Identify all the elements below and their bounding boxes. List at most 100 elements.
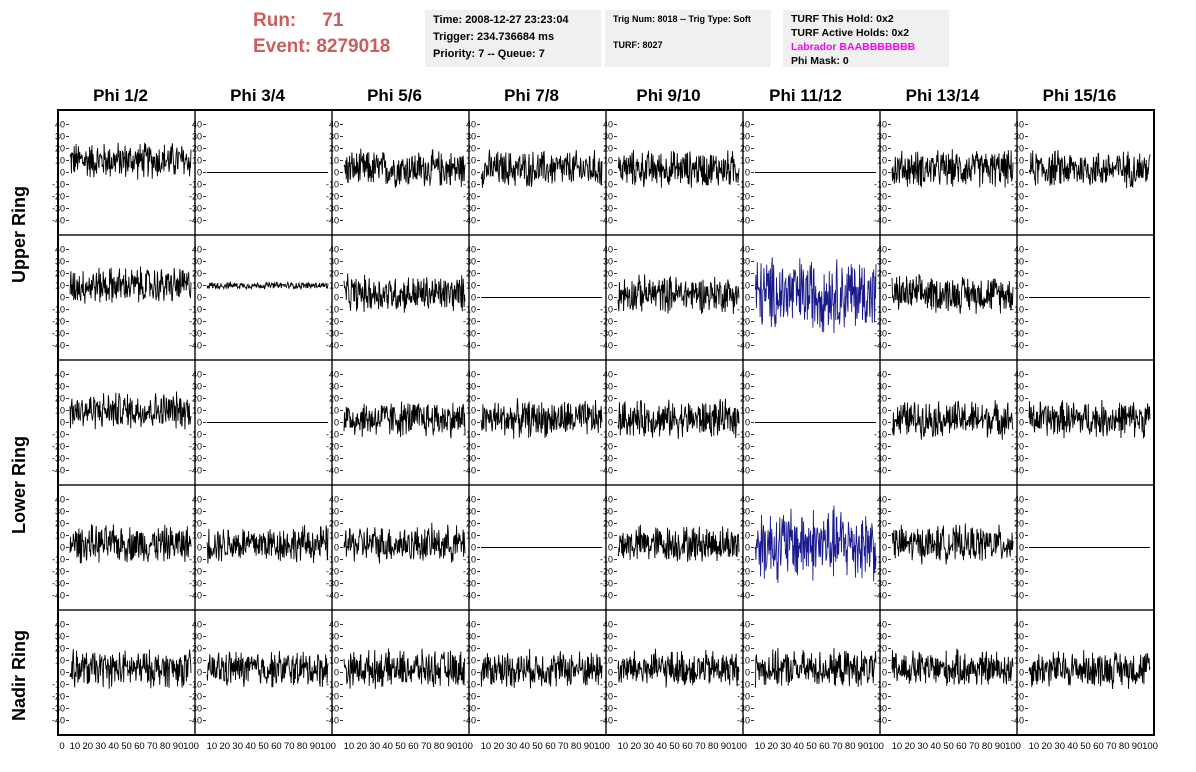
y-tick-label: -10 bbox=[189, 180, 202, 190]
waveform-trace bbox=[343, 648, 466, 689]
waveform-panel-r0-c6: 40 30 20 10 0 -10 -20 -30 -40 bbox=[874, 109, 1018, 236]
y-tick-label: 30 bbox=[55, 506, 65, 516]
y-tick-label: -20 bbox=[737, 692, 750, 702]
y-tick-label: -30 bbox=[874, 204, 887, 214]
y-tick-label: 0 bbox=[197, 168, 202, 178]
y-tick-label: -20 bbox=[463, 442, 476, 452]
y-tick-label: -30 bbox=[1011, 579, 1024, 589]
y-tick-label: 10 bbox=[55, 155, 65, 165]
y-tick-label: 20 bbox=[329, 393, 339, 403]
y-tick-label: 10 bbox=[1014, 155, 1024, 165]
y-tick-label: 0 bbox=[608, 543, 613, 553]
waveform-panel-r4-c1: 40 30 20 10 0 -10 -20 -30 -40 bbox=[189, 609, 333, 736]
y-tick-label: 0 bbox=[334, 668, 339, 678]
y-tick-label: 30 bbox=[740, 506, 750, 516]
y-tick-label: 30 bbox=[55, 256, 65, 266]
y-tick-label: 0 bbox=[197, 418, 202, 428]
y-tick-label: -30 bbox=[189, 329, 202, 339]
y-tick-label: -30 bbox=[600, 704, 613, 714]
y-tick-label: -40 bbox=[1011, 216, 1024, 226]
y-tick-label: -10 bbox=[52, 180, 65, 190]
y-tick-label: 20 bbox=[55, 268, 65, 278]
x-tick-label: 20 bbox=[220, 741, 231, 752]
y-tick-label: 40 bbox=[55, 619, 65, 629]
y-tick-label: -30 bbox=[737, 579, 750, 589]
x-tick-label: 10 bbox=[755, 741, 766, 752]
y-tick-label: 30 bbox=[877, 131, 887, 141]
x-tick-label: 50 bbox=[532, 741, 543, 752]
waveform-trace bbox=[891, 400, 1014, 440]
x-tick-label: 20 bbox=[631, 741, 642, 752]
y-tick-label: 10 bbox=[192, 280, 202, 290]
y-tick-label: -30 bbox=[52, 704, 65, 714]
x-tick-label: 100 bbox=[183, 741, 199, 752]
column-header-phi-1-2: Phi 1/2 bbox=[93, 86, 148, 105]
y-tick-label: 10 bbox=[466, 530, 476, 540]
y-tick-label: 40 bbox=[466, 244, 476, 254]
waveform-panel-r3-c7: 40 30 20 10 0 -10 -20 -30 -40 bbox=[1011, 484, 1155, 611]
y-tick-label: -30 bbox=[326, 454, 339, 464]
y-tick-label: 0 bbox=[60, 418, 65, 428]
y-tick-label: 20 bbox=[192, 518, 202, 528]
y-tick-label: -10 bbox=[737, 180, 750, 190]
y-tick-label: -20 bbox=[52, 317, 65, 327]
run-value: 71 bbox=[322, 10, 344, 31]
x-tick-label: 100 bbox=[731, 741, 747, 752]
time-info-box: Time: 2008-12-27 23:23:04 Trigger: 234.7… bbox=[425, 10, 601, 67]
x-tick-label: 50 bbox=[669, 741, 680, 752]
y-tick-label: 0 bbox=[745, 668, 750, 678]
y-tick-label: -10 bbox=[737, 680, 750, 690]
waveform-panel-r0-c0: 40 30 20 10 0 -10 -20 -30 -40 bbox=[52, 109, 196, 236]
y-tick-label: -20 bbox=[1011, 442, 1024, 452]
y-tick-label: -20 bbox=[600, 692, 613, 702]
y-tick-label: 20 bbox=[877, 268, 887, 278]
y-tick-label: 0 bbox=[60, 543, 65, 553]
x-tick-label: 40 bbox=[793, 741, 804, 752]
y-tick-label: -30 bbox=[737, 329, 750, 339]
y-tick-label: -10 bbox=[1011, 680, 1024, 690]
y-tick-label: -10 bbox=[463, 555, 476, 565]
y-tick-label: -40 bbox=[326, 466, 339, 476]
y-tick-label: -20 bbox=[463, 567, 476, 577]
y-tick-label: 20 bbox=[466, 393, 476, 403]
y-tick-label: 0 bbox=[471, 168, 476, 178]
y-tick-label: 40 bbox=[603, 619, 613, 629]
y-tick-label: 10 bbox=[192, 530, 202, 540]
y-tick-label: 40 bbox=[740, 244, 750, 254]
y-tick-label: -20 bbox=[52, 692, 65, 702]
y-tick-label: 40 bbox=[55, 494, 65, 504]
y-tick-label: 10 bbox=[55, 280, 65, 290]
y-tick-label: 0 bbox=[882, 668, 887, 678]
y-tick-label: -20 bbox=[52, 567, 65, 577]
y-tick-label: 30 bbox=[1014, 631, 1024, 641]
trig-num-text: Trig Num: 8018 -- Trig Type: Soft bbox=[613, 14, 751, 24]
y-tick-label: 30 bbox=[740, 131, 750, 141]
y-tick-label: -10 bbox=[463, 430, 476, 440]
x-tick-label: 60 bbox=[134, 741, 145, 752]
x-tick-label: 30 bbox=[95, 741, 106, 752]
x-tick-label: 100 bbox=[868, 741, 884, 752]
y-tick-label: -10 bbox=[463, 680, 476, 690]
waveform-panel-r4-c2: 40 30 20 10 0 -10 -20 -30 -40 bbox=[326, 609, 470, 736]
y-tick-label: 40 bbox=[603, 119, 613, 129]
y-tick-label: 40 bbox=[466, 119, 476, 129]
x-tick-label: 20 bbox=[905, 741, 916, 752]
y-tick-label: 10 bbox=[466, 405, 476, 415]
y-tick-label: 10 bbox=[466, 155, 476, 165]
column-header-phi-5-6: Phi 5/6 bbox=[367, 86, 422, 105]
y-tick-label: 20 bbox=[603, 518, 613, 528]
y-tick-label: -20 bbox=[326, 192, 339, 202]
x-tick-label: 10 bbox=[618, 741, 629, 752]
x-tick-label: 100 bbox=[1005, 741, 1021, 752]
waveform-panel-r0-c1: 40 30 20 10 0 -10 -20 -30 -40 bbox=[189, 109, 333, 236]
x-tick-label: 40 bbox=[1067, 741, 1078, 752]
waveform-panel-r2-c4: 40 30 20 10 0 -10 -20 -30 -40 bbox=[600, 359, 744, 486]
y-tick-label: 20 bbox=[877, 393, 887, 403]
waveform-panel-r2-c5: 40 30 20 10 0 -10 -20 -30 -40 bbox=[737, 359, 881, 486]
y-tick-label: 10 bbox=[329, 155, 339, 165]
x-tick-label: 40 bbox=[245, 741, 256, 752]
y-tick-label: 20 bbox=[603, 268, 613, 278]
y-tick-label: 20 bbox=[877, 143, 887, 153]
y-tick-label: -10 bbox=[189, 430, 202, 440]
y-tick-label: 0 bbox=[882, 543, 887, 553]
